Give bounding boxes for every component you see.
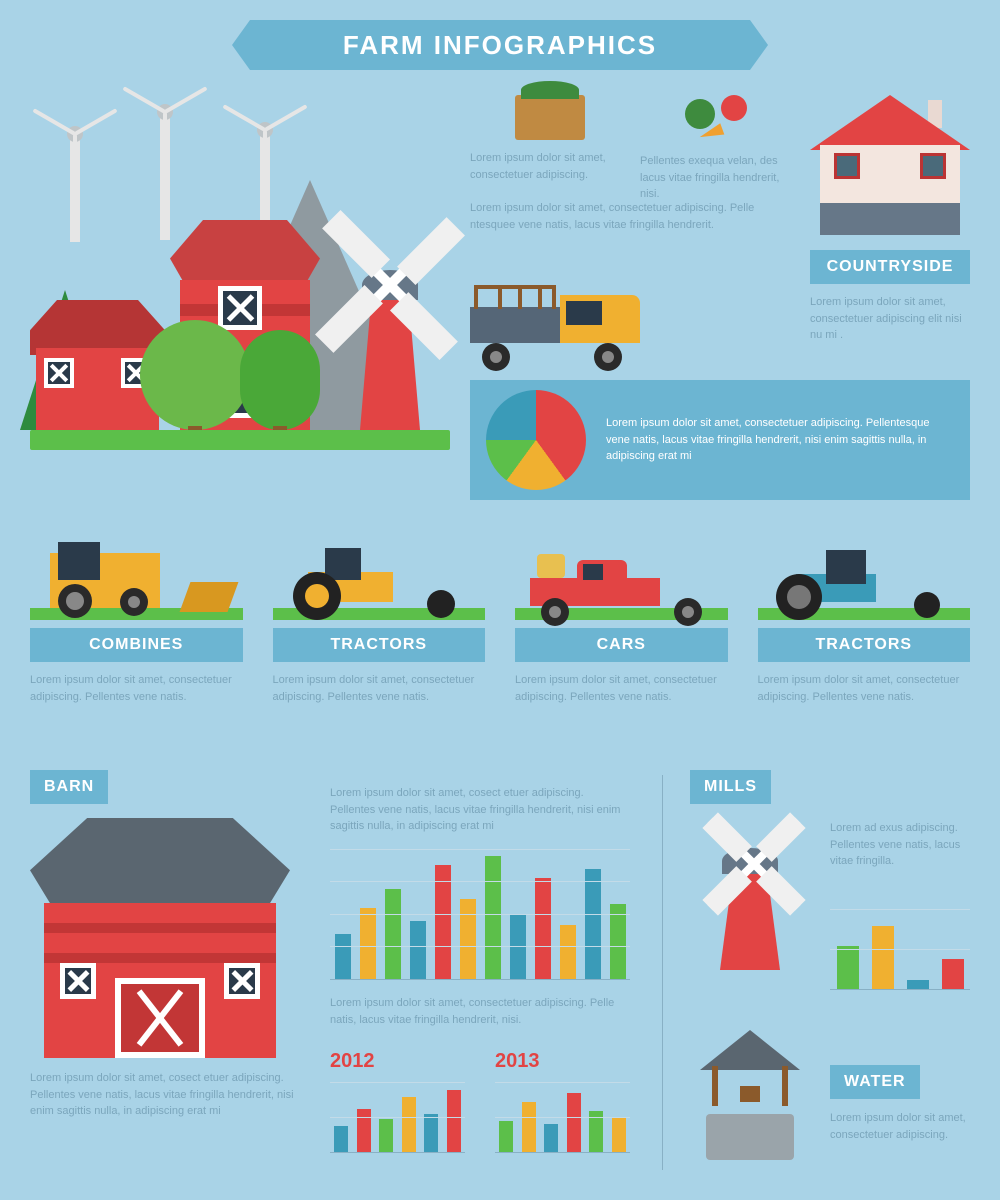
crate-icon bbox=[515, 95, 585, 140]
title-ribbon: FARM INFOGRAPHICS bbox=[250, 20, 750, 70]
water-label: WATER bbox=[830, 1065, 920, 1099]
windmill-icon bbox=[340, 240, 440, 430]
barn-label: BARN bbox=[30, 770, 108, 804]
cars-icon bbox=[515, 520, 728, 620]
year-charts-row: 2012 2013 bbox=[330, 1050, 630, 1153]
pie-panel: Lorem ipsum dolor sit amet, consectetuer… bbox=[470, 380, 970, 500]
year-2013: 2013 bbox=[495, 1050, 630, 1153]
vehicle-cars: CARS Lorem ipsum dolor sit amet, consect… bbox=[515, 520, 728, 750]
well-icon bbox=[690, 1030, 810, 1160]
barn-big-icon bbox=[30, 818, 290, 1058]
mills-icon bbox=[690, 820, 810, 970]
year-2012: 2012 bbox=[330, 1050, 465, 1153]
vehicle-combines: COMBINES Lorem ipsum dolor sit amet, con… bbox=[30, 520, 243, 750]
truck-icon bbox=[470, 285, 640, 365]
combines-icon bbox=[30, 520, 243, 620]
vegetables-icon bbox=[685, 95, 755, 145]
pie-chart bbox=[486, 390, 586, 490]
main-bar-chart bbox=[330, 850, 630, 980]
vehicles-row: COMBINES Lorem ipsum dolor sit amet, con… bbox=[30, 520, 970, 750]
crate-text: Lorem ipsum dolor sit amet, consectetuer… bbox=[470, 150, 630, 183]
chart-text-2: Lorem ipsum dolor sit amet, consectetuer… bbox=[330, 995, 630, 1028]
vehicle-tractors2: TRACTORS Lorem ipsum dolor sit amet, con… bbox=[758, 520, 971, 750]
water-text: Lorem ipsum dolor sit amet, consectetuer… bbox=[830, 1110, 970, 1143]
tractors1-icon bbox=[273, 520, 486, 620]
pie-text: Lorem ipsum dolor sit amet, consectetuer… bbox=[606, 415, 954, 465]
intro-paragraph: Lorem ipsum dolor sit amet, consectetuer… bbox=[470, 200, 800, 233]
crate-block: Lorem ipsum dolor sit amet, consectetuer… bbox=[470, 95, 630, 183]
mills-label: MILLS bbox=[690, 770, 771, 804]
barn-text: Lorem ipsum dolor sit amet, cosect etuer… bbox=[30, 1070, 300, 1120]
barn-section: BARN bbox=[30, 770, 310, 1058]
countryside-text: Lorem ipsum dolor sit amet, consectetuer… bbox=[810, 294, 970, 344]
divider bbox=[662, 775, 663, 1170]
page-title: FARM INFOGRAPHICS bbox=[343, 30, 657, 61]
countryside-label: COUNTRYSIDE bbox=[810, 250, 970, 284]
mills-bar-chart bbox=[830, 910, 970, 990]
chart-intro-text: Lorem ipsum dolor sit amet, cosect etuer… bbox=[330, 785, 630, 835]
farm-hero-illustration bbox=[30, 80, 450, 450]
veg-text: Pellentes exequa velan, des lacus vitae … bbox=[640, 153, 800, 203]
house-icon bbox=[810, 95, 970, 235]
vehicle-tractors1: TRACTORS Lorem ipsum dolor sit amet, con… bbox=[273, 520, 486, 750]
tractors2-icon bbox=[758, 520, 971, 620]
mills-text: Lorem ad exus adipiscing. Pellentes vene… bbox=[830, 820, 970, 870]
vegetables-block: Pellentes exequa velan, des lacus vitae … bbox=[640, 95, 800, 203]
